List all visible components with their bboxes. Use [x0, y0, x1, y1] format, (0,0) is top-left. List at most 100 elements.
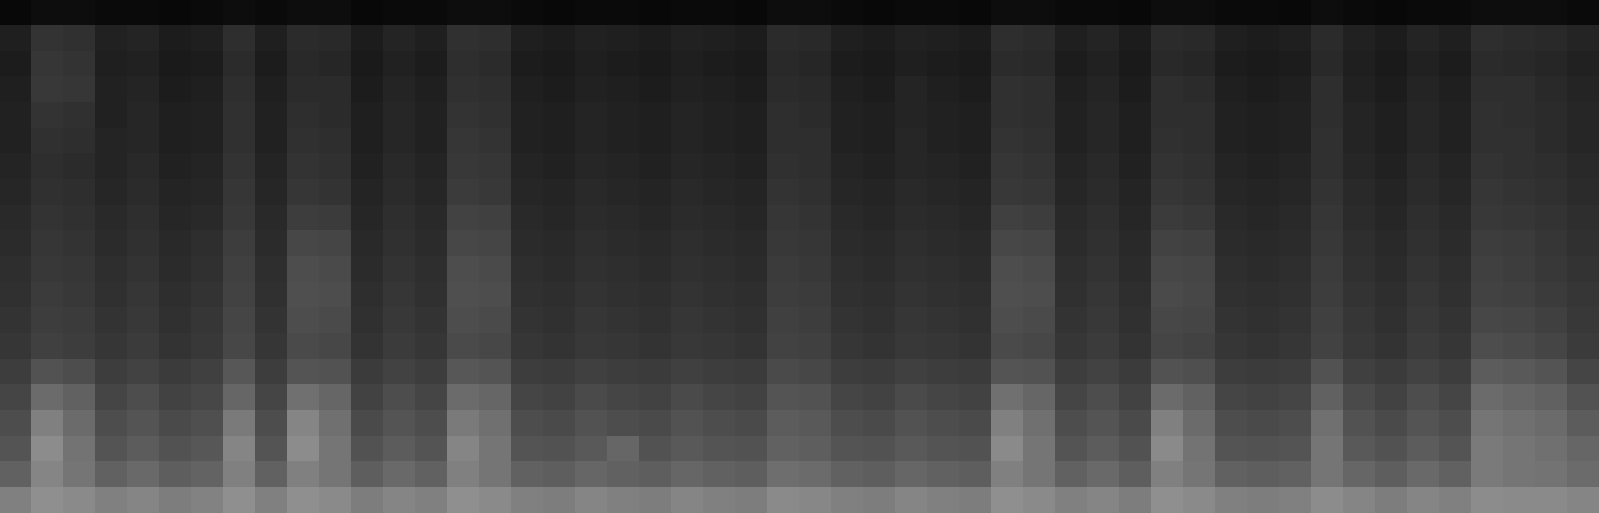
cell	[287, 102, 320, 129]
cell	[1279, 256, 1312, 283]
cell	[1535, 436, 1568, 462]
cell	[1311, 384, 1344, 411]
cell	[1535, 359, 1568, 385]
cell	[447, 179, 480, 206]
cell	[1023, 410, 1056, 437]
cell	[607, 179, 640, 206]
cell	[127, 179, 160, 206]
cell	[63, 76, 96, 103]
cell	[1151, 384, 1184, 411]
cell	[799, 333, 832, 360]
cell	[895, 384, 928, 411]
cell	[607, 333, 640, 360]
cell	[735, 179, 768, 206]
cell	[1055, 102, 1088, 129]
cell	[735, 282, 768, 308]
plot-background	[0, 0, 1599, 513]
cell	[511, 25, 544, 52]
cell	[1375, 128, 1408, 154]
cell	[1439, 76, 1472, 103]
cell	[863, 282, 896, 308]
cell	[1471, 128, 1504, 154]
cell	[575, 51, 608, 77]
cell	[1119, 76, 1152, 103]
cell	[543, 102, 576, 129]
cell	[799, 256, 832, 283]
cell	[1119, 436, 1152, 462]
cell	[95, 410, 128, 437]
cell	[383, 461, 416, 488]
cell	[1567, 0, 1599, 26]
cell	[927, 307, 960, 334]
cell	[575, 487, 608, 513]
cell	[575, 179, 608, 206]
cell	[1247, 384, 1280, 411]
cell	[1055, 51, 1088, 77]
cell	[1183, 102, 1216, 129]
cell	[927, 461, 960, 488]
cell	[447, 230, 480, 257]
cell	[1247, 359, 1280, 385]
cell	[159, 256, 192, 283]
cell	[127, 282, 160, 308]
cell	[959, 487, 992, 513]
cell	[383, 256, 416, 283]
cell	[1407, 179, 1440, 206]
cell	[415, 256, 448, 283]
cell	[1151, 205, 1184, 231]
cell	[1183, 205, 1216, 231]
cell	[1375, 461, 1408, 488]
cell	[991, 51, 1024, 77]
cell	[703, 230, 736, 257]
cell	[1311, 359, 1344, 385]
cell	[639, 25, 672, 52]
cell	[671, 25, 704, 52]
cell	[1407, 128, 1440, 154]
cell	[863, 179, 896, 206]
cell	[927, 179, 960, 206]
cell	[671, 384, 704, 411]
cell	[63, 461, 96, 488]
cell	[159, 25, 192, 52]
cell	[927, 436, 960, 462]
cell	[1215, 282, 1248, 308]
cell	[255, 461, 288, 488]
cell	[895, 230, 928, 257]
cell	[191, 102, 224, 129]
cell	[1279, 205, 1312, 231]
cell	[319, 102, 352, 129]
cell	[735, 128, 768, 154]
cell	[511, 410, 544, 437]
cell	[1279, 487, 1312, 513]
cell	[1151, 487, 1184, 513]
cell	[671, 205, 704, 231]
cell	[1119, 51, 1152, 77]
cell	[1567, 307, 1599, 334]
cell	[159, 333, 192, 360]
cell	[767, 410, 800, 437]
cell	[575, 0, 608, 26]
cell	[1279, 410, 1312, 437]
cell	[159, 359, 192, 385]
cell	[383, 128, 416, 154]
cell	[831, 256, 864, 283]
cell	[255, 0, 288, 26]
cell	[1023, 359, 1056, 385]
cell	[1279, 436, 1312, 462]
cell	[191, 256, 224, 283]
cell	[63, 333, 96, 360]
cell	[1183, 282, 1216, 308]
cell	[959, 436, 992, 462]
cell	[1055, 384, 1088, 411]
cell	[895, 487, 928, 513]
cell	[607, 205, 640, 231]
cell	[1439, 153, 1472, 180]
cell	[319, 0, 352, 26]
cell	[511, 102, 544, 129]
cell	[671, 0, 704, 26]
cell	[351, 128, 384, 154]
cell	[1311, 102, 1344, 129]
cell	[223, 487, 256, 513]
cell	[959, 205, 992, 231]
cell	[799, 359, 832, 385]
